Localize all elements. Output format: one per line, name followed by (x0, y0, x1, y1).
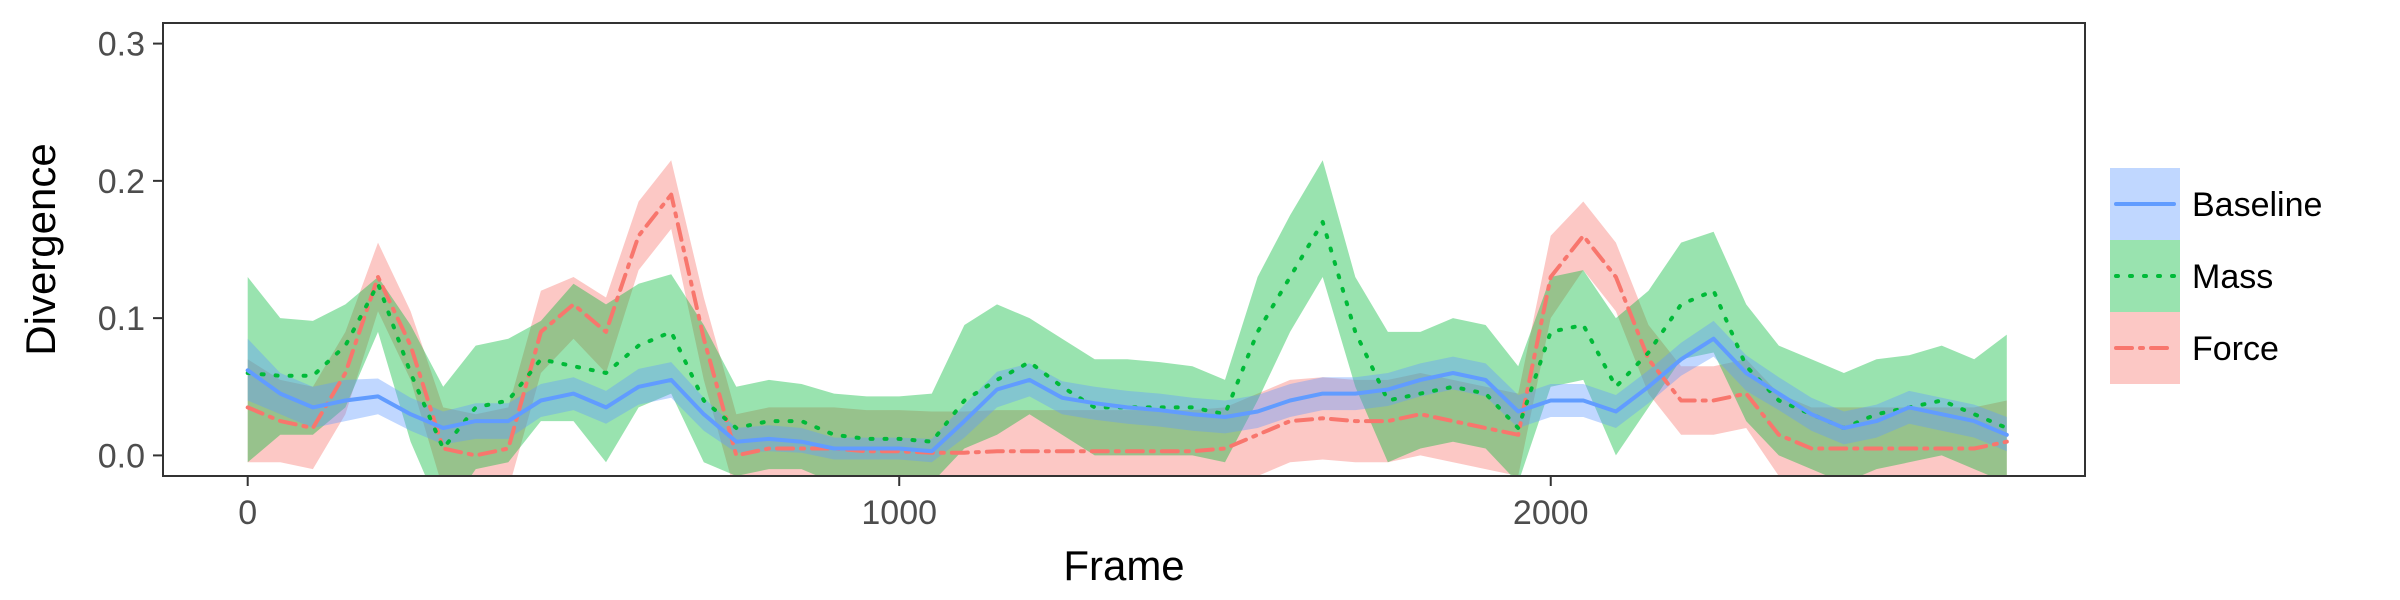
legend-label: Baseline (2192, 186, 2322, 224)
y-axis-title: Divergence (17, 143, 64, 355)
x-tick-label: 0 (238, 494, 257, 532)
y-tick-label: 0.2 (98, 163, 145, 201)
plot-panel-border (162, 22, 2086, 477)
legend: Baseline Mass Force (2110, 168, 2322, 384)
line-baseline (245, 336, 2009, 454)
x-tick-label: 2000 (1513, 494, 1589, 532)
y-tick-label: 0.1 (98, 300, 145, 338)
legend-item-force: Force (2110, 312, 2279, 384)
legend-item-baseline: Baseline (2110, 168, 2322, 240)
legend-item-mass: Mass (2110, 240, 2273, 312)
legend-label: Mass (2192, 258, 2273, 296)
series-lines (245, 192, 2009, 458)
y-tick-label: 0.0 (98, 437, 145, 475)
y-tick-label: 0.3 (98, 26, 145, 64)
x-tick-label: 1000 (861, 494, 937, 532)
line-force (245, 192, 2009, 458)
y-axis: 0.0 0.1 0.2 0.3 (98, 26, 163, 475)
legend-label: Force (2192, 330, 2279, 368)
band-baseline (247, 320, 2007, 463)
x-axis-title: Frame (1063, 542, 1184, 589)
band-force (247, 160, 2007, 476)
x-axis: 0 1000 2000 (238, 476, 1589, 532)
